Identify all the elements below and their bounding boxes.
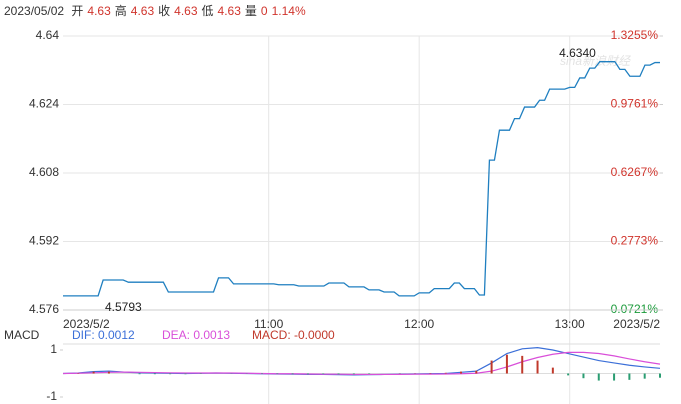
y-tick-label: 4.592 [29,234,59,248]
y-tick-label: 4.624 [29,97,59,111]
watermark: sina新浪财经 [560,54,632,68]
y-tick-label: -1 [46,389,57,403]
quote-value: 4.63 [130,4,155,18]
y2-tick-label: -0.0721% [607,302,659,316]
date: 2023/05/02 [4,4,65,18]
price-line [63,61,660,297]
legend-entry: DIF: 0.0012 [72,328,135,342]
y-tick-label: 4.608 [29,165,59,179]
x-tick-label: 13:00 [555,317,585,331]
legend-entry: DEA: 0.0013 [162,328,230,342]
y-tick-label: 4.576 [29,302,59,316]
quote-header: 2023/05/02 开 4.63 高 4.63 收 4.63 低 4.63 量 0 1.14% [4,2,310,19]
high-label: 4.6340 [559,46,596,60]
quote-value: 4.63 [217,4,241,18]
quote-value: 0 [260,4,268,18]
y2-tick-label: 0.9761% [611,97,659,111]
quote-value: 4.63 [174,4,198,18]
change: 1.14% [271,4,306,18]
quote-label: 量 [244,4,257,18]
legend-entry: MACD: -0.0000 [252,328,335,342]
x-tick-label: 2023/5/2 [613,317,660,331]
x-tick-label: 11:00 [254,317,283,331]
y-tick-label: 4.64 [36,28,60,42]
y2-tick-label: 0.6267% [611,165,659,179]
quote-label: 开 [71,4,84,18]
quote-value: 4.63 [87,4,111,18]
x-tick-label: 2023/5/2 [63,317,110,331]
macd-line [62,347,661,376]
panel-title: MACD [4,328,40,342]
quote-label: 收 [158,4,171,18]
quote-label: 低 [201,4,214,18]
macd-line [62,351,661,376]
x-tick-label: 12:00 [404,317,434,331]
low-label: 4.5793 [105,300,142,314]
y2-tick-label: 1.3255% [611,28,659,42]
y2-tick-label: 0.2773% [611,234,659,248]
y-tick-label: 1 [50,342,57,356]
quote-label: 高 [114,4,127,18]
